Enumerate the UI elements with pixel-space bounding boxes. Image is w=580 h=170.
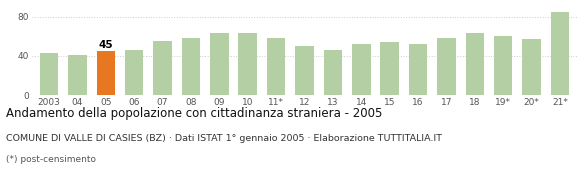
Bar bbox=[437, 38, 456, 95]
Bar bbox=[523, 39, 541, 95]
Bar bbox=[238, 33, 257, 95]
Bar bbox=[494, 36, 513, 95]
Bar bbox=[380, 42, 399, 95]
Bar bbox=[551, 12, 570, 95]
Bar bbox=[324, 50, 342, 95]
Text: 45: 45 bbox=[99, 40, 113, 49]
Bar bbox=[409, 44, 427, 95]
Bar bbox=[153, 41, 172, 95]
Bar bbox=[182, 38, 200, 95]
Bar bbox=[125, 50, 143, 95]
Text: (*) post-censimento: (*) post-censimento bbox=[6, 155, 96, 164]
Bar bbox=[352, 44, 371, 95]
Bar bbox=[295, 46, 314, 95]
Bar bbox=[39, 53, 58, 95]
Bar bbox=[267, 38, 285, 95]
Text: Andamento della popolazione con cittadinanza straniera - 2005: Andamento della popolazione con cittadin… bbox=[6, 107, 382, 120]
Bar bbox=[210, 33, 229, 95]
Bar bbox=[68, 55, 86, 95]
Bar bbox=[466, 33, 484, 95]
Bar bbox=[96, 51, 115, 95]
Text: COMUNE DI VALLE DI CASIES (BZ) · Dati ISTAT 1° gennaio 2005 · Elaborazione TUTTI: COMUNE DI VALLE DI CASIES (BZ) · Dati IS… bbox=[6, 134, 442, 143]
